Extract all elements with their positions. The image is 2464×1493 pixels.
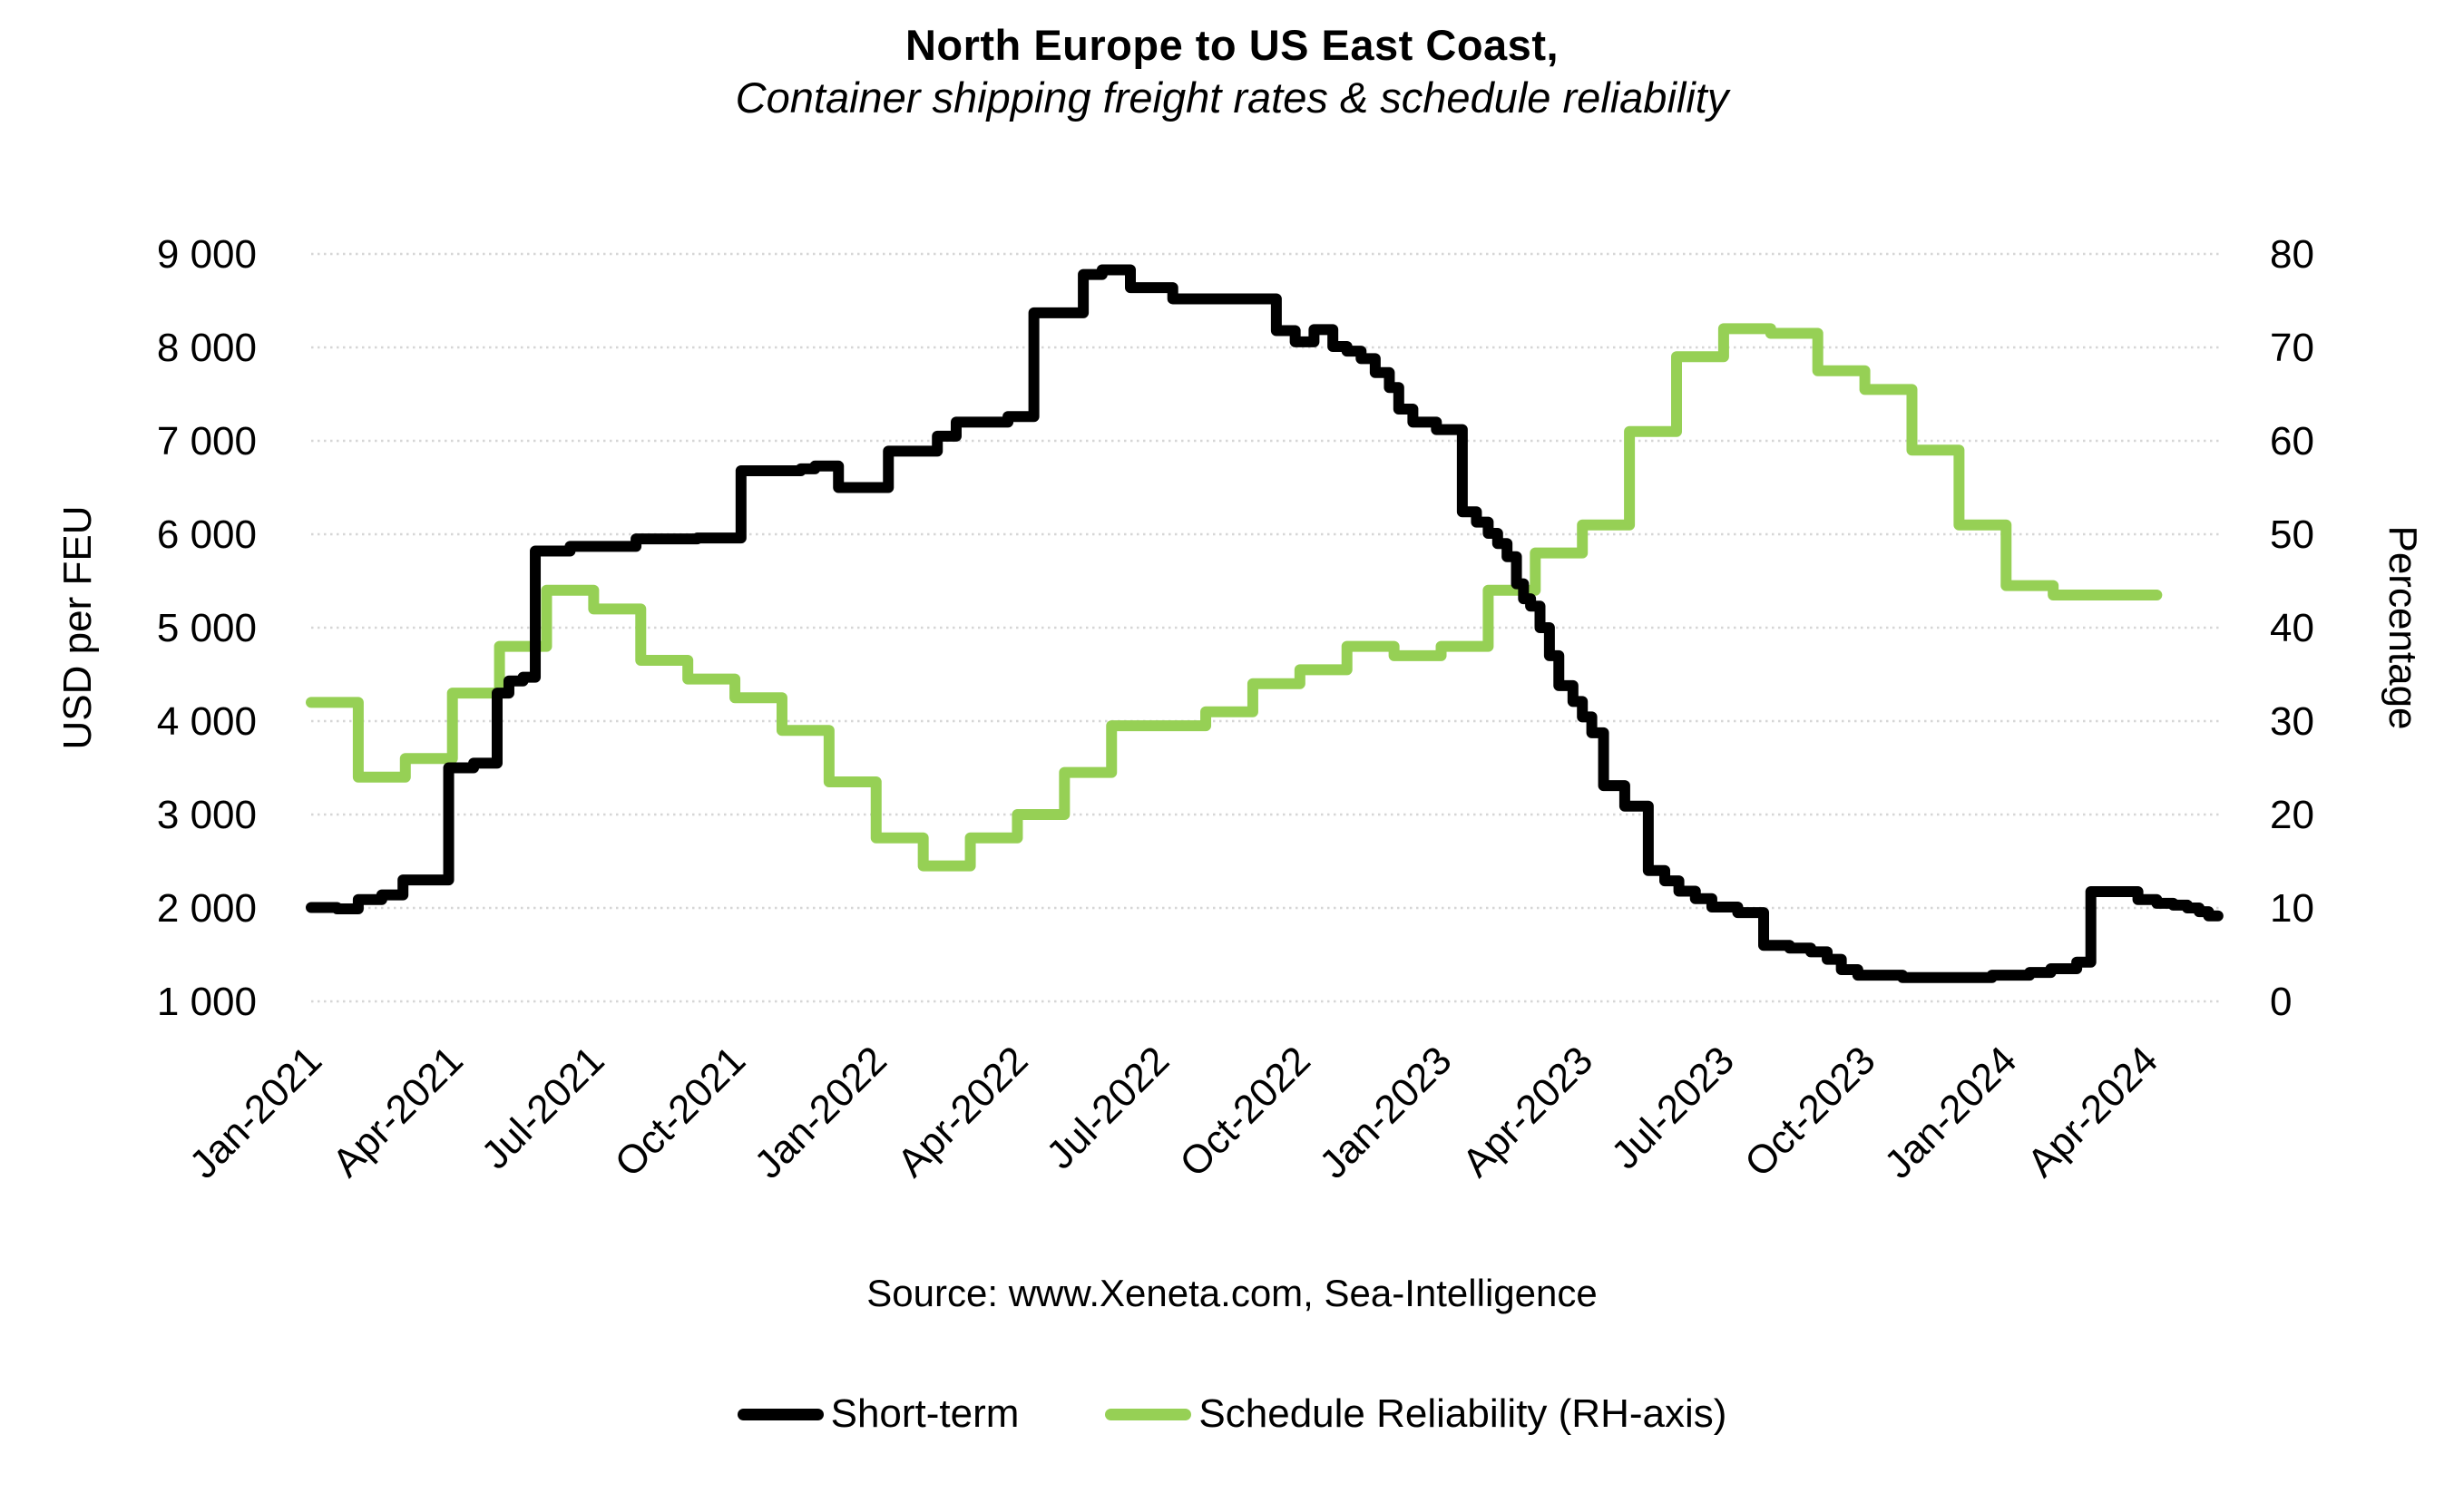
right-axis-tick-label: 70 [2270,326,2314,370]
x-axis-tick-label: Jan-2023 [1311,1038,1460,1186]
left-axis-tick-label: 5 000 [157,606,257,650]
x-axis-tick-label: Oct-2023 [1736,1038,1884,1186]
x-axis-tick-label: Apr-2021 [324,1038,472,1186]
right-axis-tick-label: 30 [2270,699,2314,744]
left-axis-tick-label: 1 000 [157,980,257,1024]
legend: Short-term Schedule Reliability (RH-axis… [0,1391,2464,1437]
x-axis-tick-label: Jan-2021 [181,1038,330,1186]
short-term-line-swatch [737,1408,824,1420]
left-axis-tick-label: 3 000 [157,793,257,837]
left-axis-tick-label: 8 000 [157,326,257,370]
left-axis-title: USD per FEU [55,506,100,750]
left-axis-tick-label: 4 000 [157,699,257,744]
right-axis-tick-label: 20 [2270,793,2314,837]
x-axis-tick-label: Jan-2022 [746,1038,895,1186]
legend-label-short-term: Short-term [830,1391,1020,1436]
left-axis-tick-label: 6 000 [157,512,257,557]
x-axis-tick-label: Oct-2022 [1171,1038,1319,1186]
x-axis-tick-label: Jan-2024 [1876,1038,2025,1186]
x-axis-tick-label: Jul-2022 [1038,1038,1178,1177]
legend-item-schedule-reliability: Schedule Reliability (RH-axis) [1105,1391,1726,1437]
x-axis-tick-label: Jul-2023 [1603,1038,1743,1177]
x-axis-tick-label: Oct-2021 [607,1038,755,1186]
right-axis-tick-label: 80 [2270,232,2314,277]
left-axis-tick-label: 7 000 [157,419,257,464]
x-axis-tick-label: Jul-2021 [473,1038,612,1177]
right-axis-tick-label: 50 [2270,512,2314,557]
right-axis-tick-label: 40 [2270,606,2314,650]
short-term-line [306,264,2224,983]
legend-item-short-term: Short-term [737,1391,1020,1437]
schedule-reliability-line [306,323,2163,872]
x-axis-tick-label: Apr-2022 [889,1038,1037,1186]
left-axis-tick-label: 9 000 [157,232,257,277]
source-note: Source: www.Xeneta.com, Sea-Intelligence [866,1272,1598,1314]
right-axis-tick-label: 0 [2270,980,2292,1024]
schedule-reliability-line-swatch [1105,1408,1192,1420]
legend-label-schedule-reliability: Schedule Reliability (RH-axis) [1198,1391,1727,1436]
chart-subtitle: Container shipping freight rates & sched… [735,73,1729,122]
x-axis-tick-label: Apr-2024 [2019,1038,2166,1186]
x-axis-tick-label: Apr-2023 [1454,1038,1602,1186]
right-axis-title: Percentage [2381,525,2425,729]
right-axis-tick-label: 60 [2270,419,2314,464]
left-axis-tick-label: 2 000 [157,886,257,931]
chart-title: North Europe to US East Coast, [904,21,1560,69]
right-axis-tick-label: 10 [2270,886,2314,931]
